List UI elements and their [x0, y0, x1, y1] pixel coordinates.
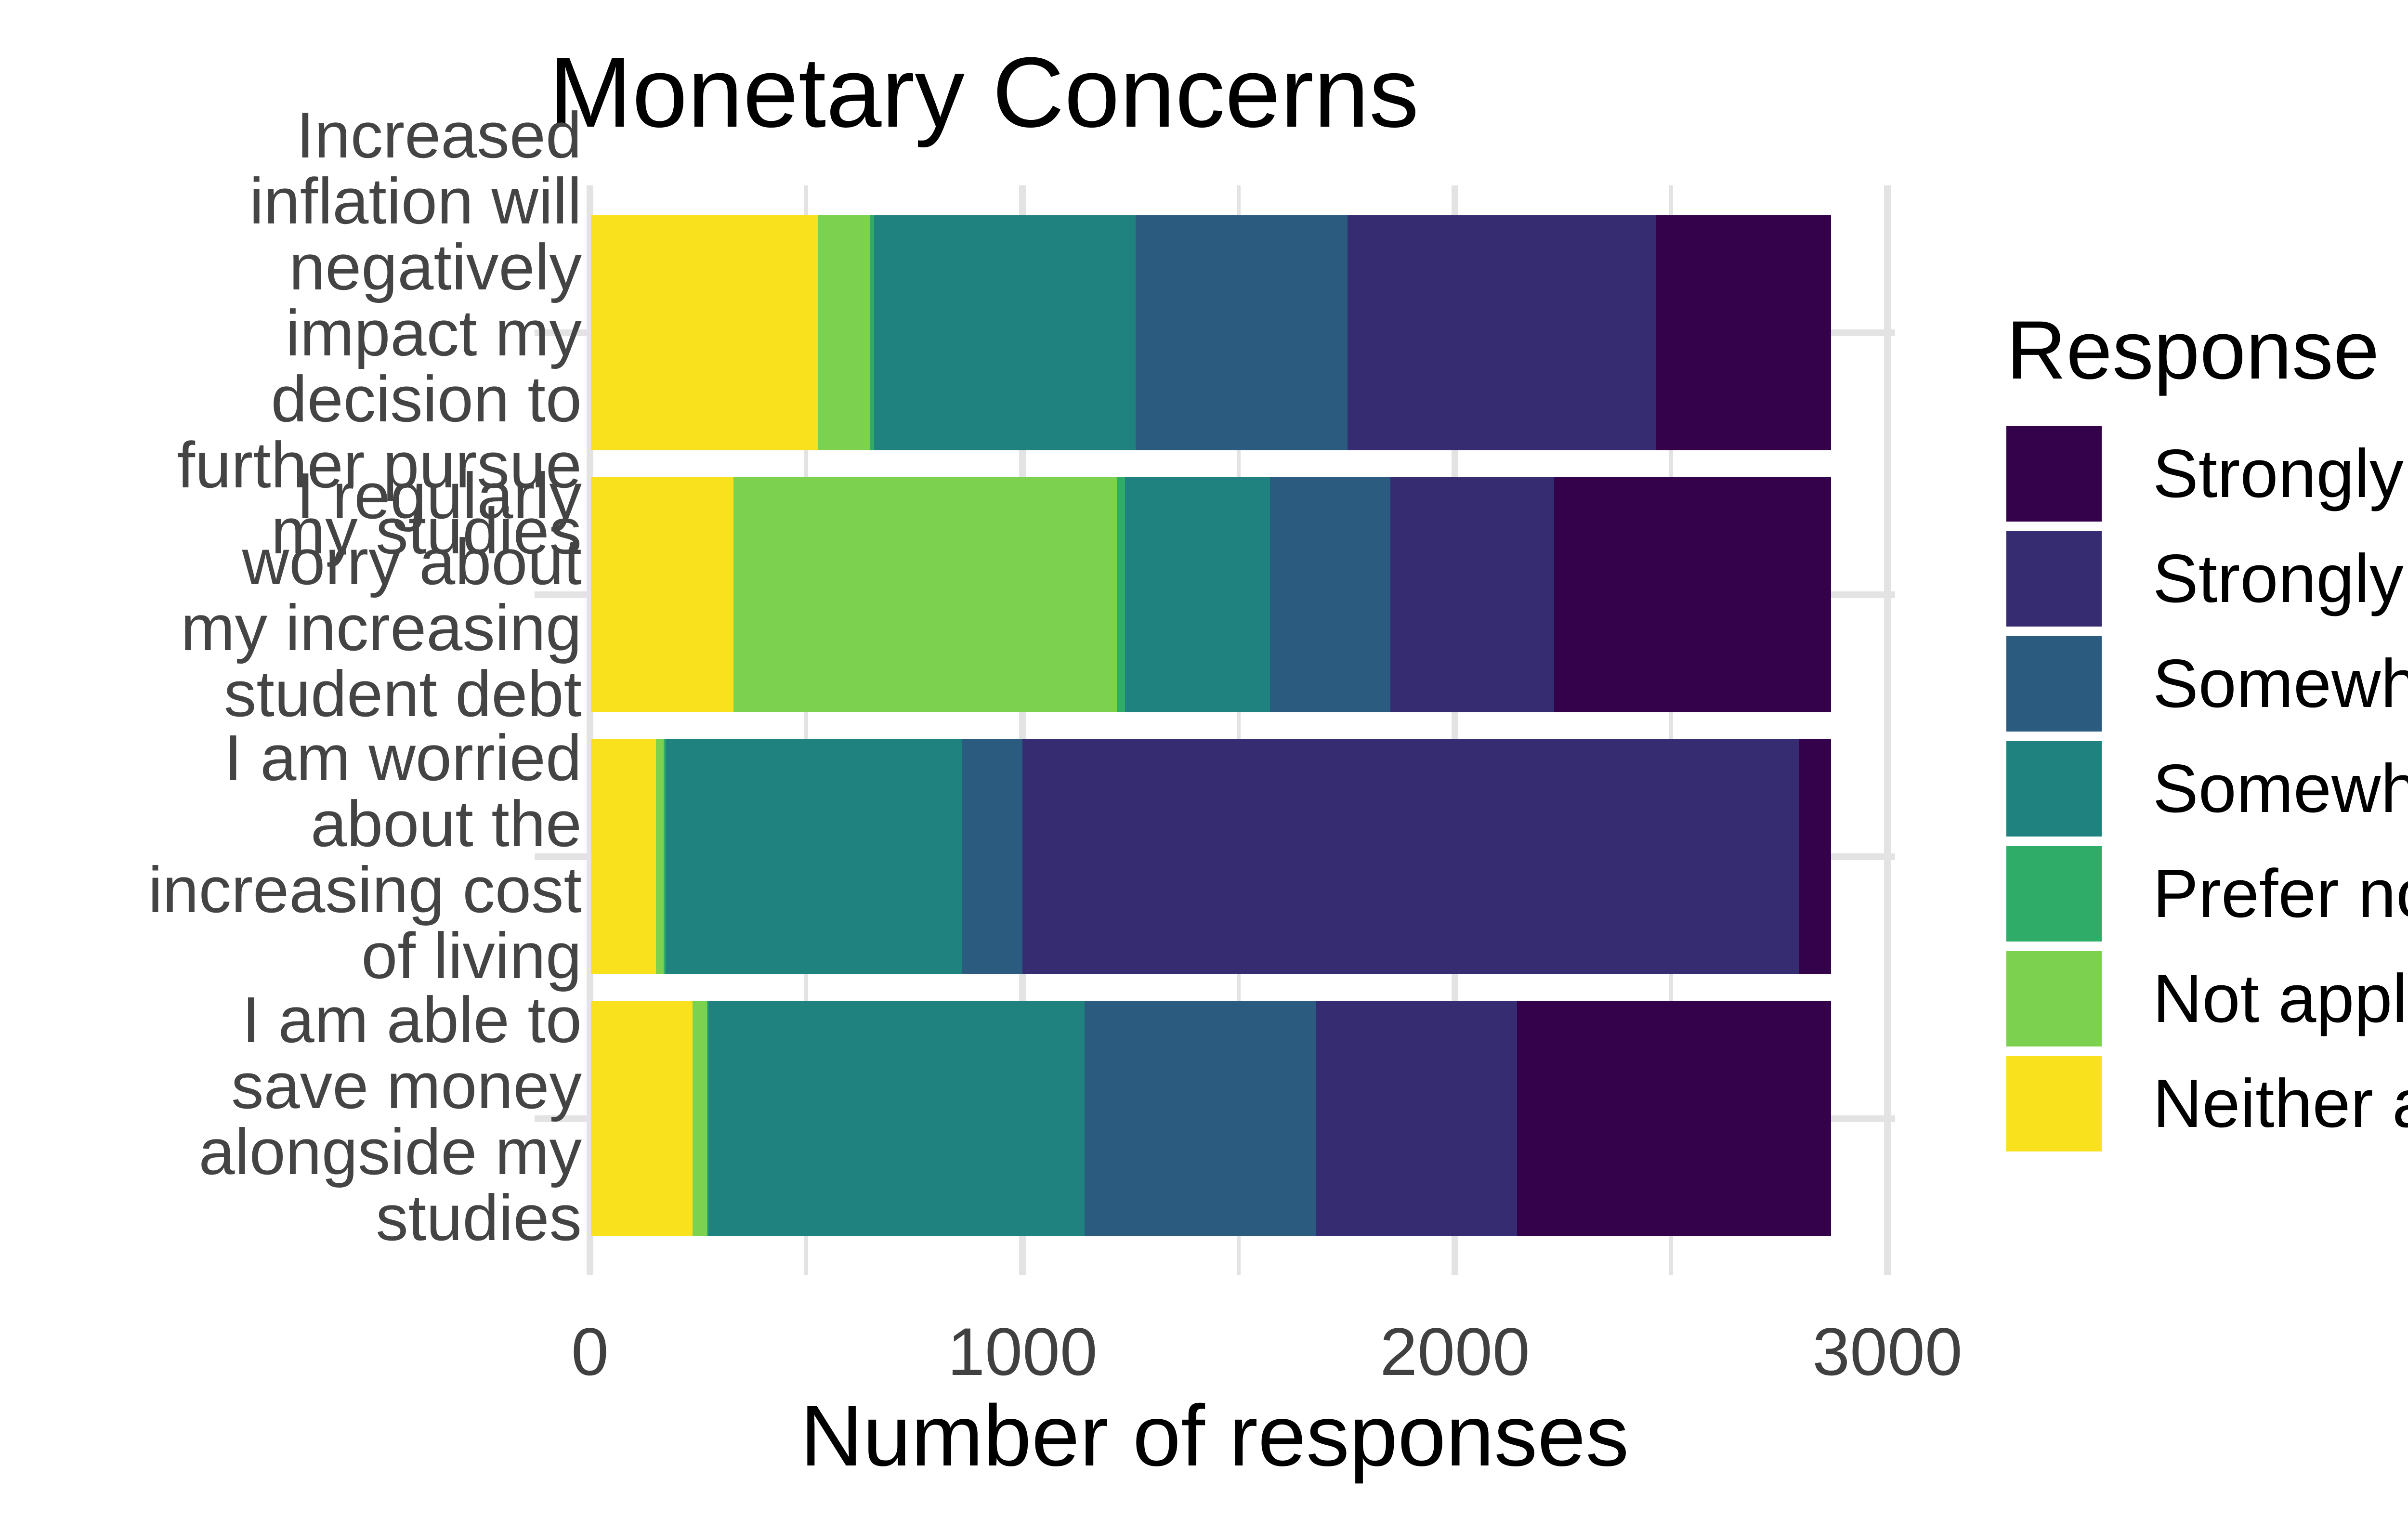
y-axis-label-line: studies [376, 1181, 582, 1254]
bar-segment-somewhat-disagree-cat4 [1085, 1001, 1316, 1236]
bar-segment-strongly-agree-cat3 [1022, 739, 1799, 974]
bar-segment-somewhat-agree-cat4 [708, 1001, 1085, 1236]
legend-swatch-icon [2006, 741, 2102, 837]
legend-item-somewhat-disagree: Somewhat disagree [2006, 636, 2408, 732]
legend-label: Somewhat agree [2153, 750, 2408, 827]
y-axis-label-4: I am able to save money alongside my studie… [0, 987, 582, 1251]
bar-row-2 [591, 477, 1832, 712]
legend-item-neither-agree-nor-disagree: Neither agree nor disagree [2006, 1056, 2408, 1151]
legend-item-not-applicable: Not applicable [2006, 951, 2408, 1046]
legend-item-strongly-agree: Strongly agree [2006, 531, 2408, 627]
y-axis-label-3: I am worried about the increasing cost of l… [0, 725, 582, 989]
legend-swatch-icon [2006, 951, 2102, 1046]
bar-segment-somewhat-agree-cat3 [666, 739, 962, 974]
plot-panel [535, 185, 1895, 1275]
legend-label: Strongly agree [2153, 540, 2408, 617]
bar-row-3 [591, 739, 1832, 974]
bar-segment-strongly-disagree-cat1 [1655, 215, 1832, 450]
y-axis-label-2: I regularly worry about my increasing stude… [0, 463, 582, 727]
y-axis-label-line: I regularly [296, 459, 582, 532]
bar-segment-strongly-agree-cat1 [1348, 215, 1656, 450]
bar-segment-not-applicable-cat4 [693, 1001, 707, 1236]
legend-swatch-icon [2006, 846, 2102, 942]
legend-item-prefer-not-to-say: Prefer not to say [2006, 846, 2408, 942]
y-axis-label-line: further pursue [177, 428, 582, 501]
y-axis-label-line: my studies [271, 494, 582, 567]
bar-segment-strongly-disagree-cat2 [1554, 477, 1832, 712]
y-axis-label-line: inflation will [249, 164, 582, 237]
bar-segment-somewhat-disagree-cat2 [1269, 477, 1391, 712]
gridline-major-x-3000 [1884, 185, 1891, 1275]
bar-segment-neither-agree-nor-disagree-cat2 [591, 477, 734, 712]
bar-segment-strongly-disagree-cat3 [1799, 739, 1832, 974]
x-tick-label-3000: 3000 [1812, 1314, 1963, 1389]
y-axis-label-line: I am worried [224, 721, 582, 794]
x-tick-label-1000: 1000 [947, 1314, 1098, 1389]
y-axis-label-line: negatively [289, 230, 582, 303]
y-axis-label-line: about the [310, 787, 582, 860]
legend-item-strongly-disagree: Strongly disagree [2006, 426, 2408, 522]
bar-segment-prefer-not-to-say-cat3 [663, 739, 666, 974]
bar-segment-prefer-not-to-say-cat1 [870, 215, 875, 450]
y-axis-label-line: student debt [223, 657, 582, 730]
bar-segment-somewhat-agree-cat1 [874, 215, 1136, 450]
bar-row-4 [591, 1001, 1832, 1236]
legend-title: Response [2006, 304, 2380, 396]
y-axis-label-line: Increased [296, 98, 582, 171]
bar-segment-strongly-agree-cat4 [1316, 1001, 1517, 1236]
y-axis-label-line: I am able to [242, 983, 582, 1056]
legend-label: Prefer not to say [2153, 855, 2408, 932]
legend-item-somewhat-agree: Somewhat agree [2006, 741, 2408, 837]
gridline-minor-x-1500 [1237, 185, 1241, 1275]
bar-segment-strongly-disagree-cat4 [1517, 1001, 1832, 1236]
legend-swatch-icon [2006, 531, 2102, 627]
bar-segment-not-applicable-cat1 [818, 215, 870, 450]
legend-label: Neither agree nor disagree [2153, 1065, 2408, 1142]
bar-segment-neither-agree-nor-disagree-cat4 [591, 1001, 693, 1236]
y-axis-label-line: worry about [242, 525, 582, 598]
y-axis-label-line: my increasing [181, 591, 582, 664]
chart-title: Monetary Concerns [549, 37, 1419, 148]
bar-segment-somewhat-agree-cat2 [1125, 477, 1270, 712]
bar-segment-prefer-not-to-say-cat2 [1116, 477, 1125, 712]
bar-segment-neither-agree-nor-disagree-cat3 [591, 739, 656, 974]
legend-swatch-icon [2006, 426, 2102, 522]
legend-label: Somewhat disagree [2153, 645, 2408, 722]
bar-segment-strongly-agree-cat2 [1390, 477, 1554, 712]
legend-label: Strongly disagree [2153, 435, 2408, 512]
x-tick-label-0: 0 [571, 1314, 609, 1389]
y-axis-label-1: Increased inflation will negatively impact … [0, 102, 582, 564]
gridline-minor-x-2500 [1669, 185, 1673, 1275]
legend-swatch-icon [2006, 636, 2102, 732]
y-axis-label-line: of living [361, 919, 582, 992]
bar-segment-somewhat-disagree-cat1 [1136, 215, 1348, 450]
x-axis-title: Number of responses [800, 1387, 1629, 1484]
y-axis-label-line: decision to [271, 362, 582, 435]
legend-label: Not applicable [2153, 960, 2408, 1037]
bar-segment-somewhat-disagree-cat3 [962, 739, 1023, 974]
y-axis-label-line: alongside my [198, 1115, 582, 1188]
bar-row-1 [591, 215, 1832, 450]
bar-segment-not-applicable-cat3 [655, 739, 664, 974]
y-axis-label-line: impact my [285, 296, 582, 369]
bar-segment-not-applicable-cat2 [733, 477, 1117, 712]
bar-segment-prefer-not-to-say-cat4 [707, 1001, 709, 1236]
bar-segment-neither-agree-nor-disagree-cat1 [591, 215, 818, 450]
y-axis-label-line: save money [231, 1049, 582, 1122]
y-axis-label-line: increasing cost [148, 853, 582, 926]
legend-swatch-icon [2006, 1056, 2102, 1151]
x-tick-label-2000: 2000 [1380, 1314, 1530, 1389]
gridline-minor-x-500 [804, 185, 808, 1275]
